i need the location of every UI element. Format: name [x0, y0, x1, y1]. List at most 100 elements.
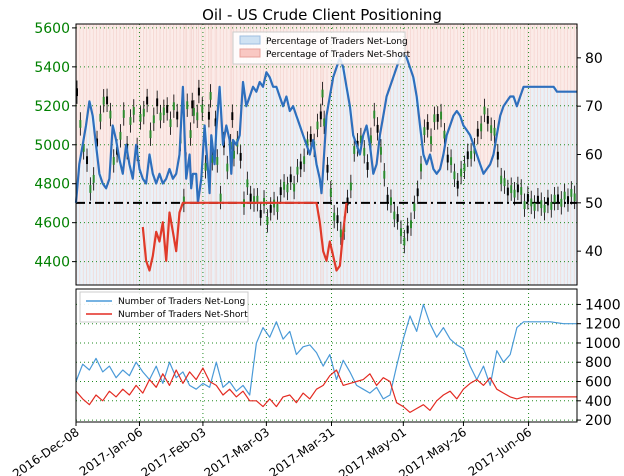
net-short-area-fill: [152, 24, 157, 174]
net-short-area-fill: [316, 24, 320, 165]
price-tick-label: 5600: [34, 21, 70, 37]
net-long-area-fill: [556, 91, 561, 286]
net-short-area-fill: [533, 24, 537, 87]
net-long-area-fill: [536, 86, 541, 285]
net-short-area-fill: [136, 24, 140, 145]
price-candle-body: [399, 228, 402, 237]
net-short-area-fill: [326, 24, 330, 116]
net-long-area-fill: [399, 57, 404, 286]
net-long-area-fill: [293, 106, 297, 286]
net-short-area-fill: [142, 24, 147, 179]
price-candle-body: [516, 184, 519, 193]
net-long-area-fill: [269, 77, 274, 286]
net-long-area-fill: [463, 125, 467, 285]
percent-tick-label: 80: [585, 51, 603, 67]
price-tick-label: 4400: [34, 255, 70, 271]
net-short-area-fill: [500, 24, 504, 116]
price-candle-body: [553, 194, 556, 203]
net-long-area-fill: [369, 144, 374, 285]
net-long-area-fill: [530, 86, 534, 285]
price-tick-label: 5000: [34, 138, 70, 154]
price-candle-body: [530, 198, 533, 207]
date-tick-label: 2016-Dec-08: [10, 425, 82, 476]
net-short-area-fill: [530, 24, 534, 87]
net-short-area-fill: [513, 24, 517, 97]
net-long-area-fill: [263, 86, 267, 285]
net-short-percentage-line: [141, 201, 348, 272]
price-candle-body: [82, 143, 85, 152]
net-short-area-fill: [109, 24, 113, 179]
net-short-area-fill: [503, 24, 507, 107]
net-short-area-fill: [207, 24, 212, 169]
legend-label-net-long: Percentage of Traders Net-Long: [266, 37, 408, 47]
price-candle-body: [369, 135, 372, 144]
date-tick-label: 2017-Mar-03: [202, 425, 273, 476]
net-long-area-fill: [99, 173, 103, 285]
price-candle-body: [296, 166, 299, 175]
net-short-area-fill: [540, 24, 544, 87]
price-candle-body: [253, 196, 256, 204]
price-candle-body: [523, 201, 526, 210]
net-long-area-fill: [339, 57, 344, 286]
price-candle-body: [289, 174, 292, 183]
net-short-area-fill: [226, 24, 230, 126]
price-candle-body: [196, 112, 199, 121]
price-candle-body: [89, 185, 92, 193]
price-candle-body: [207, 111, 210, 120]
net-long-area-fill: [207, 169, 212, 285]
net-short-area-fill: [356, 24, 360, 145]
net-short-area-fill: [476, 24, 481, 155]
net-long-area-fill: [197, 202, 202, 285]
price-candle-body: [536, 195, 539, 204]
net-long-area-fill: [249, 96, 254, 285]
price-candle-body: [396, 214, 399, 222]
net-long-area-fill: [313, 140, 317, 285]
net-long-area-fill: [246, 106, 250, 286]
net-short-area-fill: [570, 24, 574, 92]
net-long-area-fill: [306, 144, 310, 285]
net-long-area-fill: [256, 91, 260, 286]
net-long-area-fill: [179, 154, 183, 285]
net-long-area-fill: [550, 86, 554, 285]
price-candle-body: [182, 196, 185, 205]
net-long-area-fill: [430, 154, 434, 285]
net-long-area-fill: [566, 91, 571, 286]
net-short-area-fill: [523, 24, 527, 87]
net-long-area-fill: [363, 135, 367, 285]
net-long-area-fill: [476, 154, 481, 285]
price-candle-body: [259, 210, 262, 218]
price-candle-body: [231, 112, 234, 121]
price-candle-body: [129, 117, 132, 125]
net-long-area-fill: [136, 144, 140, 285]
price-candle-body: [410, 220, 412, 229]
price-candle-body: [490, 125, 493, 134]
price-candle-body: [543, 204, 546, 213]
price-candle-body: [573, 193, 576, 202]
net-long-area-fill: [152, 173, 157, 285]
net-short-area-fill: [426, 24, 431, 165]
net-long-area-fill: [356, 144, 360, 285]
price-candle-body: [189, 130, 192, 138]
net-long-area-fill: [239, 135, 243, 285]
price-candle-body: [506, 187, 509, 196]
price-candle-body: [406, 225, 409, 234]
net-short-area-fill: [410, 24, 414, 68]
price-candle-body: [556, 194, 559, 203]
net-short-area-fill: [546, 24, 551, 87]
net-short-area-fill: [460, 24, 464, 116]
price-candle-body: [321, 89, 324, 98]
net-long-area-fill: [366, 125, 370, 285]
price-candle-body: [169, 119, 172, 128]
net-short-area-fill: [159, 24, 163, 174]
net-long-area-fill: [353, 135, 357, 285]
net-long-area-fill: [201, 178, 205, 285]
percent-tick-label: 50: [585, 196, 603, 212]
net-long-area-fill: [446, 135, 451, 285]
price-candle-body: [232, 150, 235, 159]
price-candle-body: [186, 101, 189, 110]
net-long-area-fill: [112, 125, 117, 285]
net-long-area-fill: [503, 106, 507, 286]
price-candle-body: [563, 191, 566, 200]
percent-tick-label: 60: [585, 148, 603, 164]
percent-tick-label: 40: [585, 244, 603, 260]
